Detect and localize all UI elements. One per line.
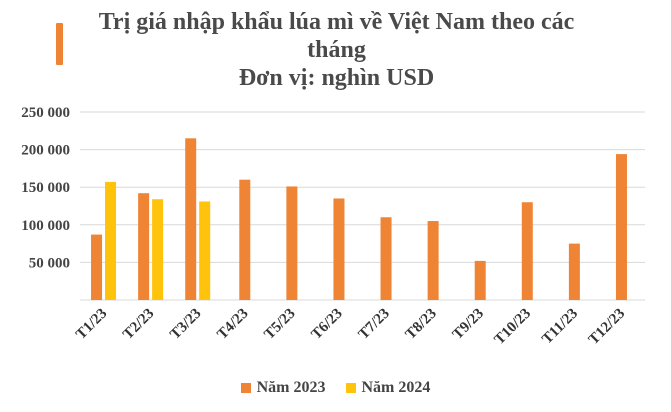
- title-accent-bar: [56, 23, 63, 65]
- x-tick-label: T1/23: [73, 306, 110, 343]
- x-tick-label: T9/23: [450, 306, 487, 343]
- chart-title: Trị giá nhập khẩu lúa mì về Việt Nam the…: [84, 8, 589, 92]
- bar-2023-T10-23: [521, 202, 533, 300]
- x-tick-label: T12/23: [586, 306, 629, 349]
- bar-2023-T7-23: [380, 217, 392, 300]
- y-tick-label: 250 000: [21, 105, 70, 121]
- x-tick-label: T10/23: [492, 306, 535, 349]
- chart-subtitle: Đơn vị: nghìn USD: [238, 65, 435, 91]
- bar-2023-T11-23: [568, 243, 580, 300]
- x-tick-label: T7/23: [356, 306, 393, 343]
- x-tick-label: T4/23: [214, 306, 251, 343]
- legend-item-2024: Năm 2024: [345, 379, 431, 397]
- x-tick-label: T3/23: [167, 306, 204, 343]
- chart-title-line-1: Trị giá nhập khẩu lúa mì về Việt Nam the…: [98, 9, 575, 35]
- bar-2023-T2-23: [138, 193, 150, 300]
- legend-swatch-2023: [240, 383, 251, 393]
- y-tick-label: 100 000: [21, 218, 70, 234]
- chart-legend: Năm 2023 Năm 2024: [0, 379, 671, 397]
- bar-2023-T8-23: [427, 221, 439, 300]
- x-tick-label: T5/23: [261, 306, 298, 343]
- bar-2023-T5-23: [286, 186, 298, 300]
- bar-2024-T3-23: [199, 201, 211, 300]
- bar-2023-T1-23: [91, 234, 103, 300]
- legend-swatch-2024: [345, 383, 356, 393]
- chart-title-line-2: tháng: [307, 37, 366, 63]
- y-tick-label: 50 000: [29, 255, 70, 271]
- x-tick-label: T8/23: [403, 306, 440, 343]
- bar-2024-T1-23: [105, 181, 117, 300]
- bar-2023-T12-23: [615, 154, 627, 300]
- bar-2023-T3-23: [185, 138, 197, 300]
- legend-item-2023: Năm 2023: [240, 379, 326, 397]
- bar-2023-T9-23: [474, 260, 486, 300]
- bar-2024-T2-23: [152, 199, 164, 300]
- legend-label-2023: Năm 2023: [256, 379, 326, 396]
- y-tick-label: 200 000: [21, 143, 70, 159]
- legend-label-2024: Năm 2024: [361, 379, 431, 396]
- bar-2023-T6-23: [333, 198, 345, 300]
- x-tick-label: T6/23: [309, 306, 346, 343]
- bar-2023-T4-23: [239, 179, 251, 300]
- x-tick-label: T11/23: [539, 306, 581, 348]
- y-tick-label: 150 000: [21, 180, 70, 196]
- x-tick-label: T2/23: [120, 306, 157, 343]
